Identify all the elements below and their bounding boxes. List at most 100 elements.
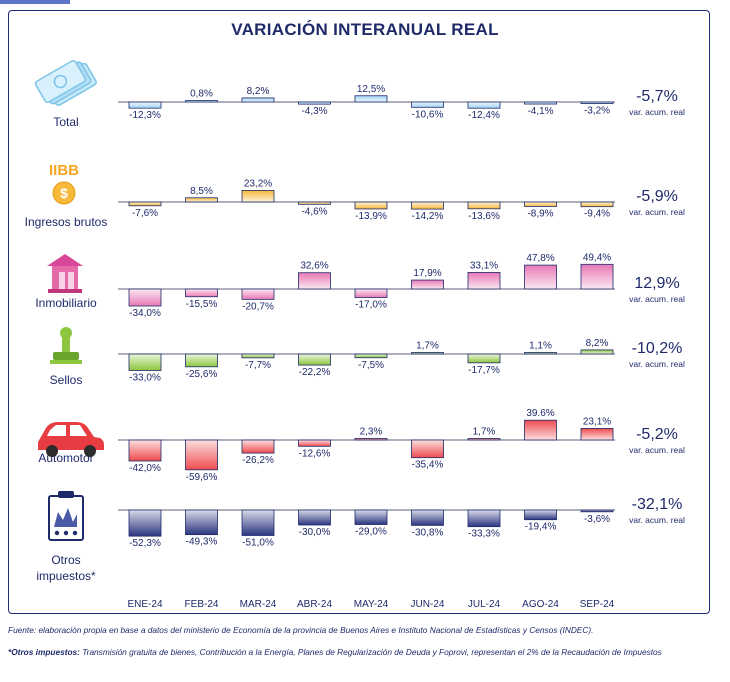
bar-abr-24 (298, 439, 331, 447)
car-wheel (84, 445, 96, 457)
category-label-jul-24: JUL-24 (468, 599, 501, 610)
bar-feb-24 (185, 509, 218, 536)
data-label: -3,6% (584, 514, 610, 525)
data-label: -15,5% (186, 299, 218, 310)
coin-symbol: $ (60, 185, 68, 201)
acum-value: -32,1% (632, 496, 683, 513)
data-label: 0,8% (190, 89, 213, 100)
bar-ene-24 (128, 509, 162, 537)
data-label: -3,2% (584, 106, 610, 117)
stamp-pad (50, 360, 82, 364)
bar-ago-24 (524, 101, 557, 105)
doc-chart (54, 508, 77, 527)
panel-name: Total (53, 115, 78, 129)
data-label: -22,2% (299, 367, 331, 378)
data-label: -12,4% (468, 110, 500, 121)
category-label-feb-24: FEB-24 (185, 599, 219, 610)
bar-jul-24 (467, 438, 501, 441)
acum-value: 12,9% (634, 275, 679, 292)
source-note: Fuente: elaboración propia en base a dat… (8, 625, 594, 635)
data-label: -20,7% (242, 301, 274, 312)
data-label: -42,0% (129, 463, 161, 474)
bar-ene-24 (128, 288, 162, 307)
acum-label: var. acum. real (629, 207, 685, 217)
money-stack-icon (34, 59, 97, 106)
others-note-label: *Otros impuestos: (8, 647, 80, 657)
data-label: 23,2% (244, 178, 272, 189)
document-icon (48, 491, 84, 541)
data-label: 47,8% (526, 253, 554, 264)
bar-ago-24 (524, 264, 557, 290)
bar-ene-24 (128, 439, 162, 462)
others-note-text: Transmisión gratuita de bienes, Contribu… (79, 647, 662, 657)
bar-may-24 (354, 509, 388, 525)
category-label-ene-24: ENE-24 (127, 599, 162, 610)
data-label: -49,3% (186, 537, 218, 548)
bar-abr-24 (298, 272, 331, 290)
data-label: -51,0% (242, 538, 274, 549)
data-label: -9,4% (584, 209, 610, 220)
data-label: -30,0% (299, 527, 331, 538)
bar-ago-24 (524, 201, 557, 207)
bar-abr-24 (298, 101, 331, 105)
stamp-handle (62, 337, 70, 353)
bar-mar-24 (241, 509, 275, 536)
house-icon (47, 254, 83, 293)
bar-abr-24 (298, 353, 331, 366)
bar-feb-24 (185, 439, 218, 471)
data-label: -34,0% (129, 308, 161, 319)
data-label: 32,6% (300, 261, 328, 272)
data-label: 39.6% (526, 408, 554, 419)
bar-ene-24 (128, 353, 162, 371)
bar-jul-24 (467, 509, 501, 528)
acum-label: var. acum. real (629, 515, 685, 525)
bar-jul-24 (467, 353, 501, 364)
data-label: -13,9% (355, 211, 387, 222)
data-label: -17,7% (468, 365, 500, 376)
chart-frame (8, 10, 710, 614)
car-window (70, 425, 87, 436)
acum-label: var. acum. real (629, 359, 685, 369)
data-label: 2,3% (360, 427, 383, 438)
data-label: 23,1% (583, 416, 611, 427)
category-label-abr-24: ABR-24 (297, 599, 332, 610)
data-label: -30,8% (412, 527, 444, 538)
stamp-icon (50, 327, 82, 364)
doc-dot (63, 530, 69, 536)
data-label: -12,3% (129, 110, 161, 121)
panel-name: Sellos (50, 373, 83, 387)
bar-sep-24 (580, 428, 614, 441)
data-label: -7,5% (358, 360, 384, 371)
panel-name: Otros (51, 553, 80, 567)
doc-clip (58, 491, 74, 498)
data-label: -29,0% (355, 527, 387, 538)
acum-value: -5,9% (636, 188, 678, 205)
data-label: -25,6% (186, 369, 218, 380)
bar-sep-24 (580, 101, 614, 105)
bar-sep-24 (580, 201, 614, 208)
iibb-text: IIBB (49, 162, 79, 179)
stamp-base (53, 352, 79, 360)
house-column (59, 272, 65, 290)
data-label: -13,6% (468, 211, 500, 222)
bar-jun-24 (411, 101, 444, 108)
category-label-ago-24: AGO-24 (522, 599, 559, 610)
corner-accent (0, 0, 70, 4)
house-base (48, 289, 82, 293)
data-label: -33,3% (468, 529, 500, 540)
bar-may-24 (354, 288, 388, 298)
stamp-knob (60, 327, 72, 339)
bar-mar-24 (241, 189, 275, 203)
panel-ingresos-brutos: -7,6% 8,5% 23,2% -4,6% -13,9% -14,2% -13,6% -8,… (25, 162, 685, 229)
coin (52, 181, 76, 205)
data-label: -7,7% (245, 360, 271, 371)
data-label: -4,6% (301, 206, 327, 217)
data-label: -17,0% (355, 300, 387, 311)
chart-canvas: -12,3% 0,8% 8,2% -4,3% 12,5% -10,6% -12,4% -4,1… (25, 59, 685, 610)
bar-feb-24 (185, 288, 218, 298)
data-label: 1,7% (473, 427, 496, 438)
bar-mar-24 (241, 353, 275, 359)
house-column (68, 272, 74, 290)
bar-ago-24 (524, 509, 557, 521)
iibb-coin-icon: IIBB $ (49, 162, 79, 205)
